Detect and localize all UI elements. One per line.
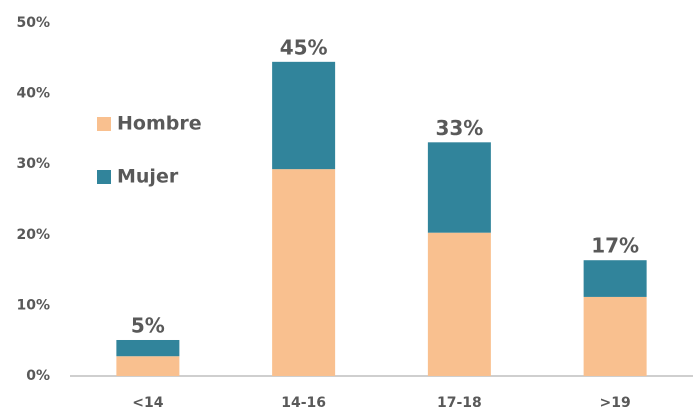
bar-segment — [427, 232, 491, 376]
x-tick-label: >19 — [600, 395, 631, 410]
y-tick-label: 40% — [16, 86, 50, 102]
y-tick-label: 50% — [16, 15, 50, 31]
legend-label: Hombre — [117, 113, 202, 135]
y-tick-label: 10% — [16, 297, 50, 313]
total-label: 33% — [435, 116, 483, 140]
legend-label: Mujer — [117, 166, 179, 188]
legend-swatch — [97, 117, 111, 131]
x-tick-label: 17-18 — [437, 395, 482, 410]
total-label: 45% — [280, 35, 328, 59]
y-tick-label: 30% — [16, 156, 50, 172]
y-tick-label: 20% — [16, 227, 50, 243]
x-tick-label: <14 — [132, 395, 163, 410]
y-tick-label: 0% — [26, 368, 50, 384]
bar-segment — [272, 169, 336, 376]
bar-segment — [583, 296, 647, 376]
bar-segment — [272, 61, 336, 170]
bar-segment — [116, 356, 180, 376]
x-tick-label: 14-16 — [281, 395, 326, 410]
total-label: 5% — [131, 313, 165, 337]
bar-segment — [583, 260, 647, 297]
total-label: 17% — [591, 234, 639, 258]
legend-swatch — [97, 170, 111, 184]
bar-segment — [116, 339, 180, 357]
bar-segment — [427, 142, 491, 233]
